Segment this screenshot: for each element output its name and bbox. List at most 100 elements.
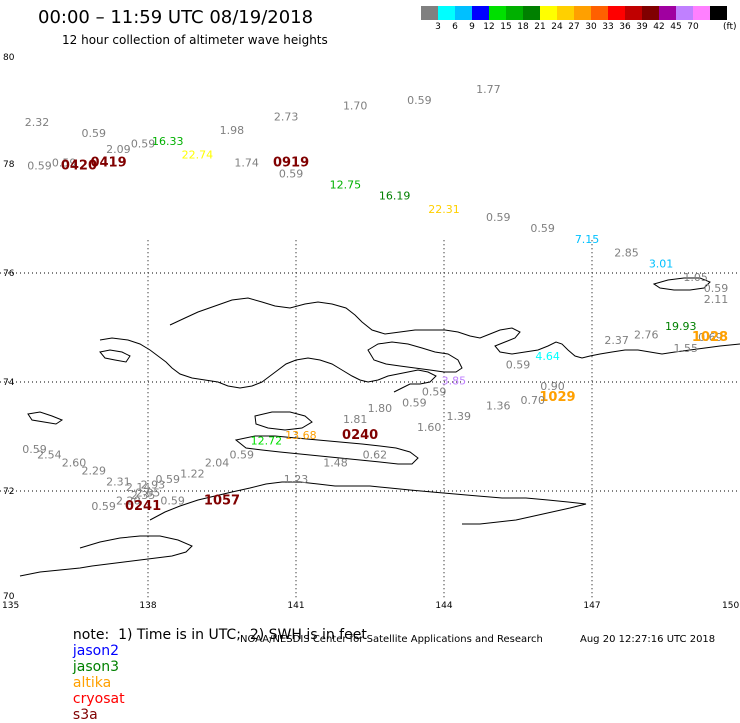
pass-time-label: 0240 — [342, 428, 378, 443]
wave-height-label: 2.05 — [136, 486, 161, 499]
wave-height-label: 2.31 — [106, 476, 131, 489]
wave-height-label: 1.05 — [683, 271, 708, 284]
coast-upper — [169, 297, 740, 359]
wave-height-label: 1.81 — [343, 413, 368, 426]
legend-tick-label: 6 — [452, 22, 458, 32]
legend-swatch — [608, 6, 625, 20]
wave-height-label: 7.15 — [575, 233, 600, 246]
mission-jason3: jason3 — [72, 659, 120, 675]
wave-height-label: 1.39 — [447, 410, 472, 423]
wave-height-label: 2.09 — [106, 143, 131, 156]
wave-height-label: 0.90 — [540, 380, 565, 393]
legend-swatch — [625, 6, 642, 20]
wave-height-label: 1.77 — [476, 83, 501, 96]
pass-time-label: 0420 — [61, 158, 97, 173]
lon-tick-label: 144 — [435, 601, 452, 611]
axis-labels: 135 138 141 144 147 150 80 78 76 74 72 70 — [2, 53, 739, 611]
wave-height-label: 2.20 — [116, 495, 141, 508]
wave-height-label: 2.11 — [704, 293, 729, 306]
wave-height-label: 19.93 — [665, 320, 697, 333]
mission-note: note: 1) Time is in UTC; 2) SWH is in fe… — [64, 611, 379, 723]
wave-height-label: 0.59 — [530, 222, 555, 235]
pass-time-label: 0241 — [125, 499, 161, 514]
legend-tick-label: 33 — [602, 22, 614, 32]
legend-swatch — [574, 6, 591, 20]
wave-height-label: 0.59 — [81, 127, 106, 140]
wave-height-label: 16.19 — [379, 189, 411, 202]
legend-tick-label: 42 — [653, 22, 665, 32]
wave-height-label: 0.59 — [91, 500, 116, 513]
island-c — [27, 411, 64, 425]
lat-tick-label: 70 — [3, 592, 15, 602]
wave-height-label: 0.59 — [422, 386, 447, 399]
mission-jason2: jason2 — [72, 643, 120, 659]
legend-tick-label: 21 — [534, 22, 546, 32]
lon-tick-label: 141 — [287, 601, 304, 611]
mission-altika: altika — [72, 675, 112, 691]
page-title: 00:00 – 11:59 UTC 08/19/2018 — [38, 7, 314, 28]
mission-cryosat: cryosat — [72, 691, 125, 707]
wave-height-label: 2.35 — [131, 489, 156, 502]
legend-swatch — [472, 6, 489, 20]
legend-swatch — [540, 6, 557, 20]
wave-height-label: 12.72 — [251, 435, 283, 448]
wave-height-label: 2.85 — [614, 247, 639, 260]
legend-tick-label: 30 — [585, 22, 597, 32]
wave-height-label: 3.01 — [649, 258, 674, 271]
coast-lower — [149, 481, 587, 525]
wave-height-label: 0.59 — [402, 397, 427, 410]
legend-swatch — [676, 6, 693, 20]
wave-height-label: 3.85 — [442, 375, 467, 388]
island-f — [652, 277, 711, 291]
legend-tick-label: 70 — [687, 22, 699, 32]
coast-mid — [99, 337, 437, 393]
wave-height-label: 1.23 — [284, 473, 309, 486]
wave-height-label: 0.59 — [52, 157, 77, 170]
legend-swatch — [421, 6, 438, 20]
lat-tick-label: 76 — [3, 269, 15, 279]
wave-height-label: 22.74 — [182, 149, 214, 162]
mission-s3a: s3a — [72, 707, 98, 723]
page-subtitle: 12 hour collection of altimeter wave hei… — [62, 33, 328, 47]
legend-swatch — [489, 6, 506, 20]
legend-tick-label: 27 — [568, 22, 580, 32]
legend-tick-label: 45 — [670, 22, 682, 32]
wave-height-label: 2.93 — [141, 478, 166, 491]
lat-tick-label: 78 — [3, 160, 15, 170]
wave-height-label: 0.59 — [407, 94, 432, 107]
wave-height-label: 1.36 — [486, 399, 511, 412]
legend-swatch — [591, 6, 608, 20]
wave-height-label: 1.60 — [417, 421, 442, 434]
legend-swatch — [506, 6, 523, 20]
wave-height-label: 0.59 — [155, 473, 180, 486]
wave-height-label: 2.32 — [25, 116, 50, 129]
footer-timestamp: Aug 20 12:27:16 UTC 2018 — [580, 634, 716, 645]
lon-tick-label: 135 — [2, 601, 19, 611]
legend-tick-label: 36 — [619, 22, 631, 32]
legend-swatch — [710, 6, 727, 20]
wave-height-label: 1.80 — [368, 402, 393, 415]
legend-swatch — [557, 6, 574, 20]
wave-height-label: 1.98 — [220, 124, 245, 137]
pass-time-label: 1029 — [539, 390, 575, 405]
wave-height-label: 2.73 — [274, 110, 299, 123]
pass-time-label: 0919 — [273, 156, 309, 171]
wave-height-label: 1.70 — [343, 100, 368, 113]
legend-tick-label: 3 — [435, 22, 441, 32]
lat-tick-label: 74 — [3, 378, 15, 388]
pass-time-label: 0419 — [90, 156, 126, 171]
wave-height-label: 22.31 — [428, 203, 460, 216]
wave-height-label: 2.54 — [37, 448, 62, 461]
wave-height-label: 2.76 — [634, 328, 659, 341]
island-d — [367, 341, 463, 373]
wave-height-label: 0.59 — [279, 168, 304, 181]
lon-tick-label: 138 — [139, 601, 156, 611]
wave-height-label: 1.22 — [180, 467, 205, 480]
wave-height-label: 2.29 — [81, 465, 106, 478]
legend-tick-label: 24 — [551, 22, 563, 32]
legend-unit: (ft) — [723, 22, 737, 32]
pass-time-label: 1057 — [204, 494, 240, 509]
wave-height-label: 0.70 — [521, 394, 546, 407]
wave-height-label: 2.60 — [62, 456, 87, 469]
